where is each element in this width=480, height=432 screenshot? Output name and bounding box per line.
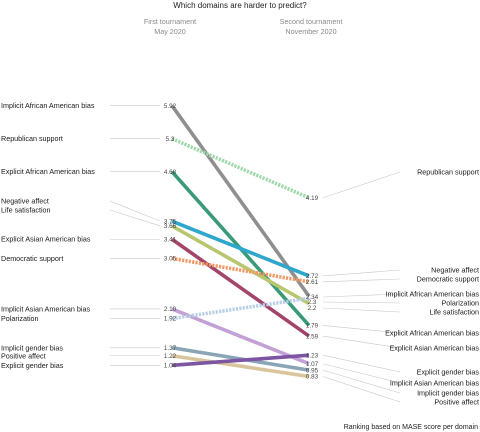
column-header-first-line2: May 2020 <box>154 27 186 36</box>
category-label-left-polarization: Polarization <box>1 314 39 323</box>
value-label-first-positive-affect: 1.22 <box>164 353 177 360</box>
category-label-right-explicit-african-american-bias: Explicit African American bias <box>385 329 479 338</box>
category-label-left-life-satisfaction: Life satisfaction <box>1 206 51 215</box>
right-connector-explicit-asian-american-bias <box>322 335 401 349</box>
value-label-first-democratic-support: 3.05 <box>164 256 177 263</box>
slope-line-life-satisfaction <box>171 224 310 306</box>
value-label-second-implicit-african-american-bias: 2.34 <box>306 294 319 301</box>
connector-lines <box>109 105 401 403</box>
right-connector-polarization <box>322 301 401 304</box>
category-label-left-republican-support: Republican support <box>1 134 63 143</box>
column-header-first-line1: First tournament <box>144 17 196 26</box>
value-label-first-implicit-gender-bias: 1.37 <box>164 345 177 352</box>
value-label-first-negative-affect: 3.75 <box>164 218 177 225</box>
column-header-second-line2: November 2020 <box>285 27 336 36</box>
right-connector-life-satisfaction <box>322 307 401 313</box>
slope-line-implicit-african-american-bias <box>170 104 311 298</box>
slope-line-explicit-gender-bias <box>171 353 310 368</box>
category-label-left-positive-affect: Positive affect <box>1 351 46 360</box>
category-label-right-negative-affect: Negative affect <box>431 266 479 275</box>
category-label-right-polarization: Polarization <box>441 299 479 308</box>
value-label-second-negative-affect: 2.72 <box>306 273 319 280</box>
category-label-right-implicit-asian-american-bias: Implicit Asian American bias <box>390 379 479 388</box>
footnote: Ranking based on MASE score per domain <box>344 424 478 431</box>
right-connector-republican-support <box>322 171 401 199</box>
right-connector-explicit-gender-bias <box>322 354 401 373</box>
category-label-left-implicit-asian-american-bias: Implicit Asian American bias <box>1 304 90 313</box>
labels: Implicit African American bias 5.92 2.34 Im… <box>1 101 479 406</box>
category-label-right-implicit-african-american-bias: Implicit African American bias <box>386 290 480 299</box>
left-connector-negative-affect <box>109 200 161 222</box>
right-connector-democratic-support <box>322 278 401 283</box>
value-label-first-implicit-asian-american-bias: 2.10 <box>164 306 177 313</box>
category-label-left-implicit-gender-bias: Implicit gender bias <box>1 343 63 352</box>
category-label-right-explicit-gender-bias: Explicit gender bias <box>417 368 480 377</box>
value-label-second-implicit-asian-american-bias: 1.07 <box>306 361 319 368</box>
category-label-right-democratic-support: Democratic support <box>417 275 479 284</box>
value-label-first-polarization: 1.92 <box>164 316 177 323</box>
value-label-first-implicit-african-american-bias: 5.92 <box>164 103 177 110</box>
value-label-second-implicit-gender-bias: 0.95 <box>306 367 319 374</box>
chart-title: Which domains are harder to predict? <box>173 1 307 10</box>
category-label-left-implicit-african-american-bias: Implicit African American bias <box>1 101 95 110</box>
value-label-second-positive-affect: 0.83 <box>306 374 319 381</box>
category-label-right-life-satisfaction: Life satisfaction <box>429 308 479 317</box>
value-label-first-life-satisfaction: 3.66 <box>164 223 177 230</box>
slope-lines <box>170 104 311 379</box>
category-label-right-explicit-asian-american-bias: Explicit Asian American bias <box>390 344 480 353</box>
right-connector-implicit-asian-american-bias <box>322 363 401 384</box>
right-connector-positive-affect <box>322 376 401 403</box>
value-label-second-life-satisfaction: 2.2 <box>308 305 317 312</box>
value-label-second-explicit-african-american-bias: 1.79 <box>306 323 319 330</box>
value-label-first-republican-support: 5.3 <box>166 136 175 143</box>
slope-line-polarization <box>171 296 310 321</box>
value-label-second-democratic-support: 2.61 <box>306 279 319 286</box>
right-connector-implicit-african-american-bias <box>322 293 401 298</box>
category-label-right-positive-affect: Positive affect <box>434 398 479 407</box>
left-connector-life-satisfaction <box>109 209 161 227</box>
right-connector-negative-affect <box>322 269 401 277</box>
slope-line-democratic-support <box>171 256 310 284</box>
category-label-right-implicit-gender-bias: Implicit gender bias <box>417 389 479 398</box>
category-label-left-democratic-support: Democratic support <box>1 254 63 263</box>
right-connector-explicit-african-american-bias <box>322 325 401 334</box>
value-label-first-explicit-asian-american-bias: 3.41 <box>164 236 177 243</box>
value-label-second-explicit-gender-bias: 1.23 <box>306 352 319 359</box>
column-header-second-line1: Second tournament <box>280 17 343 26</box>
slope-line-implicit-asian-american-bias <box>171 307 310 366</box>
value-label-first-explicit-african-american-bias: 4.68 <box>164 169 177 176</box>
category-label-left-explicit-gender-bias: Explicit gender bias <box>1 361 64 370</box>
slope-line-explicit-asian-american-bias <box>170 237 311 338</box>
right-connector-implicit-gender-bias <box>322 369 401 394</box>
slope-line-negative-affect <box>171 219 310 278</box>
category-label-left-explicit-asian-american-bias: Explicit Asian American bias <box>1 235 91 244</box>
category-label-left-explicit-african-american-bias: Explicit African American bias <box>1 167 95 176</box>
slope-line-positive-affect <box>171 353 310 379</box>
value-label-first-explicit-gender-bias: 1.04 <box>164 363 177 370</box>
category-label-left-negative-affect: Negative affect <box>1 197 49 206</box>
category-label-right-republican-support: Republican support <box>417 168 479 177</box>
slope-line-republican-support <box>171 137 310 200</box>
value-label-second-republican-support: 4.19 <box>306 195 319 202</box>
value-label-second-polarization: 2.3 <box>308 299 317 306</box>
value-label-second-explicit-asian-american-bias: 1.59 <box>306 333 319 340</box>
